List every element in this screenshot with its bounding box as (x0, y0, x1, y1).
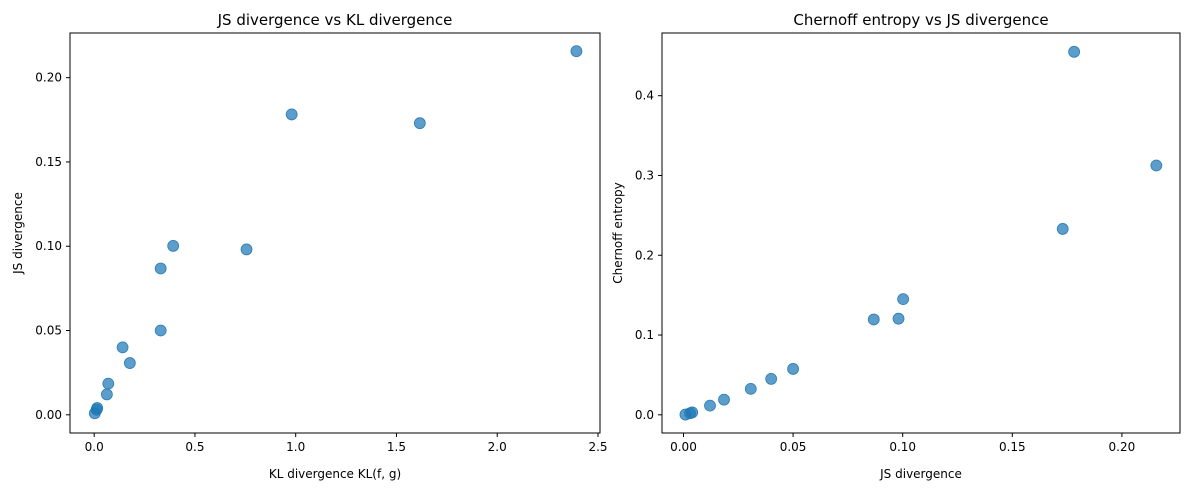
y-tick-label: 0.15 (35, 155, 62, 169)
scatter-point (413, 117, 426, 130)
scatter-point (718, 393, 730, 406)
scatter-points (679, 45, 1163, 421)
y-tick-label: 0.2 (635, 248, 654, 262)
x-axis-ticks: 0.00 0.05 0.10 0.15 0.20 (670, 433, 1135, 454)
x-tick-label: 0.10 (889, 440, 916, 454)
y-axis-label: Chernoff entropy (611, 182, 625, 284)
x-tick-label: 0.15 (999, 440, 1026, 454)
scatter-points (88, 45, 583, 420)
scatter-point (240, 243, 253, 256)
scatter-point (154, 324, 167, 337)
y-tick-label: 0.1 (635, 328, 654, 342)
axes-frame (69, 32, 601, 434)
x-tick-label: 0.20 (1109, 440, 1136, 454)
scatter-point (897, 293, 910, 306)
scatter-point (285, 108, 298, 121)
x-tick-label: 0.5 (185, 440, 204, 454)
scatter-point (154, 262, 167, 275)
scatter-point (167, 239, 180, 252)
x-tick-label: 2.0 (488, 440, 507, 454)
scatter-point (123, 357, 136, 369)
y-tick-label: 0.20 (35, 71, 62, 85)
y-axis-label: JS divergence (11, 192, 25, 275)
scatter-point (570, 45, 583, 58)
chart-js-vs-kl: JS divergence vs KL divergence 0.0 0.5 1.0… (11, 11, 608, 481)
y-tick-label: 0.00 (35, 408, 62, 422)
chart-title: JS divergence vs KL divergence (217, 11, 453, 29)
scatter-point (744, 382, 757, 395)
y-tick-label: 0.0 (635, 408, 654, 422)
scatter-point (867, 313, 880, 326)
scatter-point (100, 388, 113, 401)
scatter-point (1150, 159, 1163, 172)
scatter-point (1068, 45, 1081, 58)
x-tick-label: 1.0 (286, 440, 305, 454)
y-axis-ticks: 0.00 0.05 0.10 0.15 0.20 (35, 71, 70, 422)
chart-chernoff-vs-js: Chernoff entropy vs JS divergence 0.00 0.… (611, 11, 1181, 481)
x-tick-label: 0.0 (85, 440, 104, 454)
x-axis-label: JS divergence (879, 467, 962, 481)
y-tick-label: 0.4 (635, 89, 654, 103)
scatter-point (102, 377, 115, 390)
y-tick-label: 0.10 (35, 239, 62, 253)
plot-area (69, 32, 601, 434)
y-axis-ticks: 0.0 0.1 0.2 0.3 0.4 (635, 89, 662, 422)
scatter-point (1056, 223, 1069, 235)
chart-title: Chernoff entropy vs JS divergence (793, 11, 1048, 29)
y-tick-label: 0.05 (35, 324, 62, 338)
x-axis-label: KL divergence KL(f, g) (269, 467, 401, 481)
x-tick-label: 1.5 (387, 440, 406, 454)
scatter-point (116, 341, 129, 354)
scatter-point (91, 402, 104, 414)
scatter-point (704, 399, 716, 412)
y-tick-label: 0.3 (635, 168, 654, 182)
scatter-point (686, 406, 699, 419)
x-axis-ticks: 0.0 0.5 1.0 1.5 2.0 2.5 (85, 433, 608, 454)
x-tick-label: 0.05 (780, 440, 807, 454)
plot-area (661, 32, 1181, 434)
x-tick-label: 2.5 (588, 440, 607, 454)
scatter-point (765, 373, 778, 385)
scatter-point (892, 312, 905, 325)
x-tick-label: 0.00 (670, 440, 697, 454)
axes-frame (661, 32, 1181, 434)
scatter-point (787, 363, 799, 375)
